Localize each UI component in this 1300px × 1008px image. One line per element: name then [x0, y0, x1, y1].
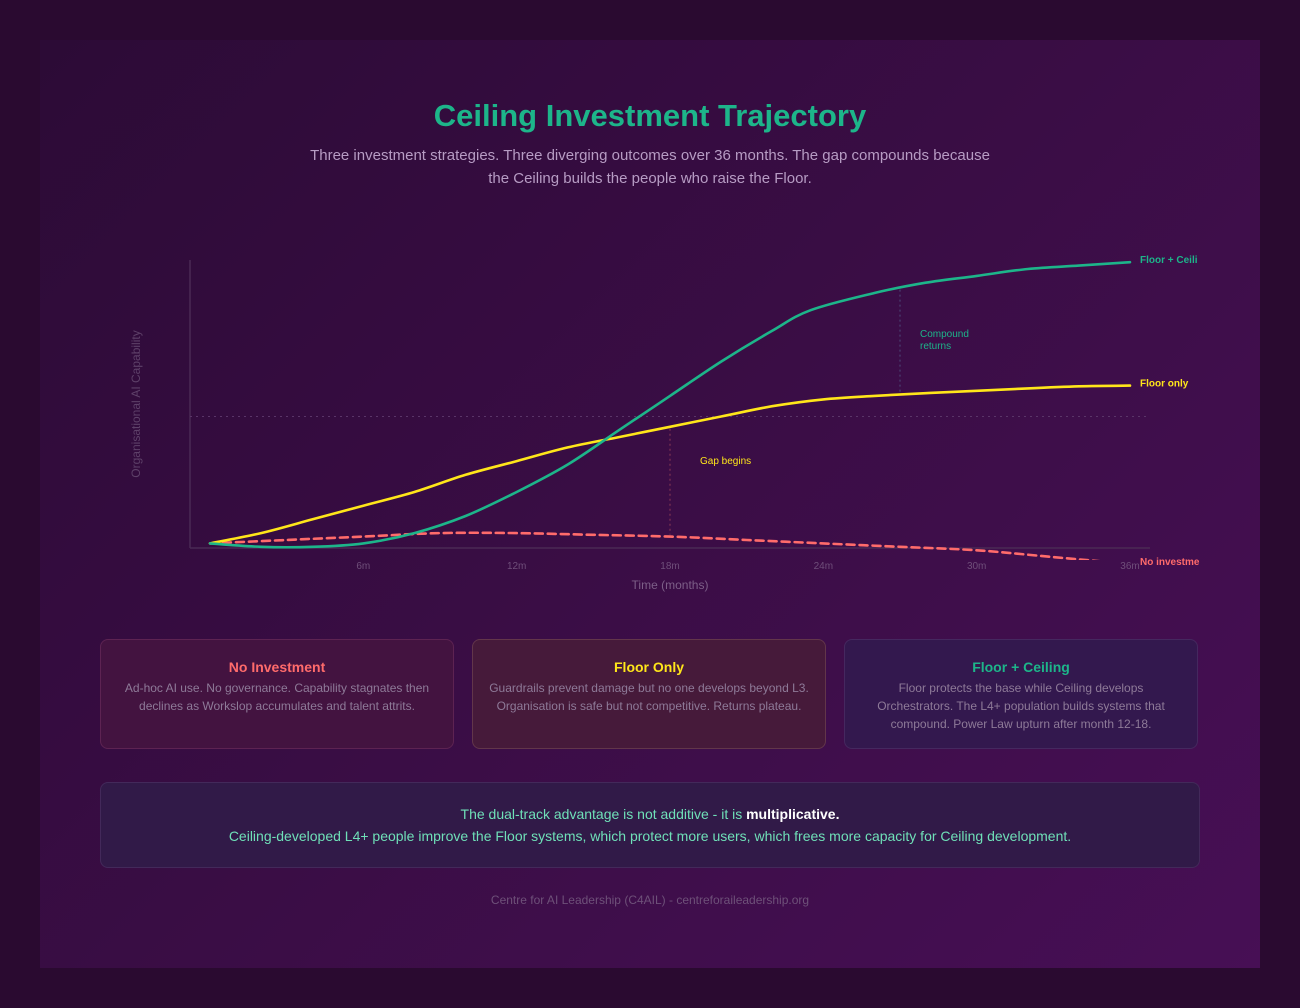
callout-line1: The dual-track advantage is not additive… — [101, 803, 1199, 825]
card-floor-ceiling: Floor + Ceiling Floor protects the base … — [844, 639, 1198, 749]
series-no-investment — [208, 531, 1101, 560]
gap-begins-annotation: Gap begins — [700, 456, 751, 467]
compound-returns-annotation: Compound — [920, 329, 969, 340]
page-title: Ceiling Investment Trajectory — [433, 98, 867, 133]
x-tick-label: 30m — [967, 561, 986, 572]
x-tick-label: 36m — [1120, 561, 1139, 572]
label-floor-only: Floor only — [1140, 379, 1189, 390]
main-panel: Ceiling Investment Trajectory Three inve… — [40, 40, 1260, 968]
footer-credit: Centre for AI Leadership (C4AIL) - centr… — [490, 893, 810, 907]
card-no-investment: No Investment Ad-hoc AI use. No governan… — [100, 639, 454, 749]
card-body: Floor protects the base while Ceiling de… — [877, 681, 1165, 731]
series-floor-only — [208, 384, 1132, 545]
card-title: Floor + Ceiling — [972, 659, 1070, 675]
page-subtitle: Three investment strategies. Three diver… — [310, 147, 990, 187]
trajectory-chart: 6m 12m 18m 24m 30m 36m Time (months) Organisati… — [129, 255, 1200, 592]
card-title: No Investment — [228, 659, 326, 675]
callout-line2: Ceiling-developed L4+ people improve the… — [228, 828, 1072, 844]
card-floor-only: Floor Only Guardrails prevent damage but… — [472, 639, 826, 749]
label-floor-ceiling: Floor + Ceili — [1140, 255, 1198, 266]
insight-callout: The dual-track advantage is not additive… — [100, 782, 1200, 868]
x-tick-label: 12m — [507, 561, 526, 572]
x-tick-label: 24m — [814, 561, 833, 572]
callout-prefix: The dual-track advantage is not additive… — [460, 806, 747, 822]
y-axis-title: Organisational AI Capability — [129, 330, 143, 477]
compound-returns-annotation-line2: returns — [920, 341, 951, 352]
x-tick-label: 18m — [660, 561, 679, 572]
label-no-investment: No investme — [1140, 557, 1200, 568]
x-axis-title: Time (months) — [632, 578, 709, 592]
x-tick-label: 6m — [356, 561, 370, 572]
series-floor-ceiling — [208, 260, 1132, 549]
strategy-cards: No Investment Ad-hoc AI use. No governan… — [100, 639, 1200, 751]
callout-emphasis: multiplicative. — [746, 806, 840, 822]
card-body: Ad-hoc AI use. No governance. Capability… — [124, 681, 430, 713]
card-title: Floor Only — [614, 659, 684, 675]
card-body: Guardrails prevent damage but no one dev… — [489, 681, 809, 713]
